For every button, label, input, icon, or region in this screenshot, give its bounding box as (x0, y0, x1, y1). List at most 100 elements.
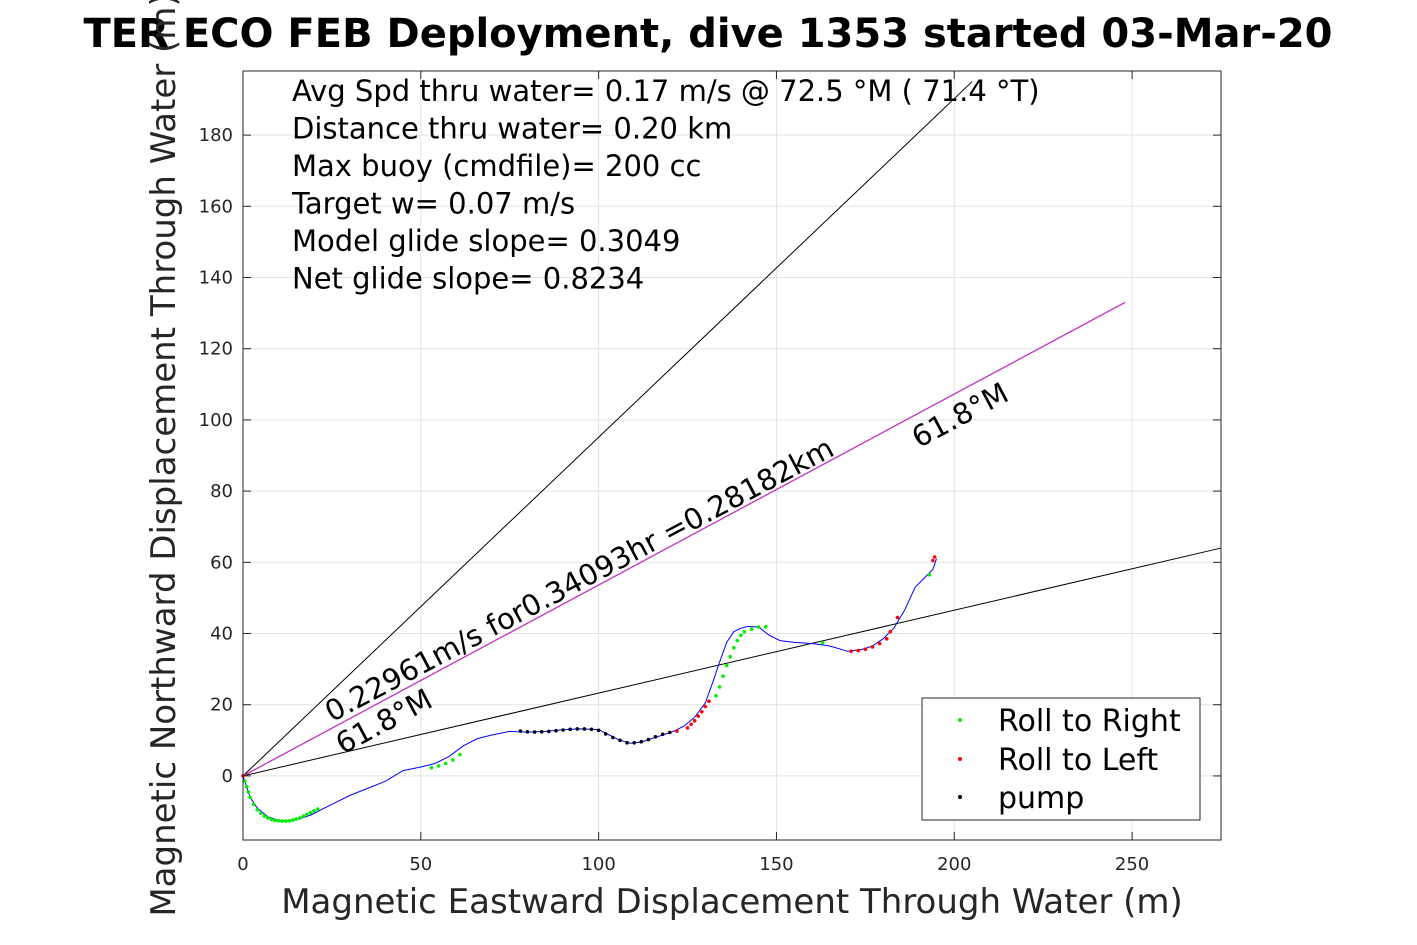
point-pump (561, 728, 565, 732)
legend-marker-roll-right (958, 718, 962, 722)
point-pump (589, 727, 594, 732)
point-roll-to-left (888, 629, 893, 634)
point-pump (532, 730, 537, 734)
point-pump (596, 728, 601, 733)
point-roll-to-right (724, 663, 729, 668)
grid-lines (242, 71, 1221, 840)
stats-line: Net glide slope= 0.8234 (292, 262, 644, 296)
x-axis-label: Magnetic Eastward Displacement Through W… (281, 882, 1183, 922)
point-pump (639, 739, 644, 744)
point-roll-to-left (884, 637, 889, 641)
legend-label-pump: pump (998, 781, 1084, 816)
current-line (242, 547, 1222, 777)
point-roll-to-right (739, 633, 743, 638)
point-roll-to-left (931, 558, 935, 563)
point-roll-to-right (732, 646, 736, 650)
point-pump (618, 738, 622, 743)
point-roll-to-right (262, 814, 267, 818)
point-roll-to-right (287, 819, 292, 823)
point-roll-to-left (675, 729, 679, 733)
point-roll-to-right (443, 761, 448, 766)
x-tick-label: 150 (759, 854, 793, 875)
point-pump (603, 732, 608, 736)
point-roll-to-right (301, 814, 306, 818)
point-roll-to-right (243, 779, 247, 784)
point-pump (539, 730, 544, 734)
point-roll-to-left (685, 726, 690, 730)
track-line (242, 558, 937, 822)
point-roll-to-right (308, 810, 313, 815)
y-tick-label: 120 (199, 339, 233, 360)
point-pump (518, 729, 523, 733)
stats-line: Target w= 0.07 m/s (291, 187, 575, 221)
point-roll-to-right (251, 802, 256, 807)
point-roll-to-right (820, 641, 825, 645)
point-roll-to-right (305, 812, 309, 817)
legend-label-roll-left: Roll to Left (998, 743, 1158, 778)
y-tick-label: 140 (199, 267, 233, 288)
point-roll-to-left (689, 722, 693, 727)
point-roll-to-right (756, 625, 761, 629)
point-roll-to-left (696, 714, 700, 718)
point-roll-to-right (298, 816, 302, 820)
y-tick-label: 160 (199, 196, 233, 217)
point-pump (554, 728, 558, 733)
point-pump (611, 735, 615, 740)
annotation-text: 0.22961m/s for0.34093hr =0.28182km (319, 431, 839, 729)
point-roll-to-right (735, 638, 740, 643)
point-roll-to-right (248, 795, 252, 800)
point-roll-to-right (291, 818, 295, 822)
legend: Roll to Right Roll to Left pump (921, 697, 1201, 821)
point-roll-to-left (877, 641, 882, 646)
point-roll-to-right (714, 694, 718, 698)
x-tick-label: 200 (937, 854, 971, 875)
point-roll-to-right (283, 819, 288, 823)
x-tick-label: 250 (1115, 854, 1149, 875)
annotations: 0.22961m/s for0.34093hr =0.28182km 61.8°M… (319, 376, 1014, 761)
point-pump (668, 730, 672, 735)
point-pump (547, 729, 551, 734)
heading-line (242, 81, 973, 777)
data-points (241, 555, 937, 823)
point-roll-to-right (717, 685, 722, 689)
point-pump (525, 730, 530, 734)
point-pump (632, 741, 636, 745)
chart-title: TER ECO FEB Deployment, dive 1353 starte… (83, 11, 1332, 57)
point-roll-to-right (721, 674, 725, 678)
point-roll-to-right (749, 627, 754, 631)
point-pump (653, 735, 658, 739)
point-pump (575, 727, 580, 731)
point-roll-to-right (312, 809, 316, 813)
point-roll-to-right (273, 818, 277, 823)
point-roll-to-right (764, 624, 768, 629)
legend-marker-roll-left (958, 757, 962, 761)
y-tick-label: 180 (199, 125, 233, 146)
point-roll-to-right (266, 816, 270, 820)
point-roll-to-right (458, 752, 462, 757)
point-roll-to-left (707, 699, 711, 703)
point-roll-to-left (870, 645, 875, 649)
point-roll-to-right (742, 629, 747, 634)
axis-ticks: 0 50 100 150 200 250 0 20 40 60 80 100 120 140 160 180 (199, 71, 1221, 875)
point-roll-to-left (700, 710, 704, 714)
point-pump (568, 727, 572, 732)
point-roll-to-right (451, 758, 455, 762)
point-pump (625, 741, 629, 745)
point-roll-to-left (895, 615, 900, 620)
point-roll-to-right (255, 807, 259, 812)
point-roll-to-left (863, 647, 868, 651)
net-line-overlay (242, 301, 1126, 777)
y-tick-label: 80 (210, 481, 233, 502)
stats-line: Model glide slope= 0.3049 (292, 224, 680, 258)
legend-marker-pump (958, 795, 962, 799)
point-roll-to-right (429, 765, 434, 770)
point-roll-to-right (294, 817, 299, 821)
glider-track (242, 558, 937, 822)
y-axis-label: Magnetic Northward Displacement Through … (144, 0, 184, 917)
x-tick-label: 100 (581, 854, 615, 875)
point-pump (582, 727, 587, 731)
point-roll-to-left (856, 648, 861, 653)
y-tick-label: 0 (222, 766, 233, 787)
point-roll-to-right (927, 573, 932, 577)
